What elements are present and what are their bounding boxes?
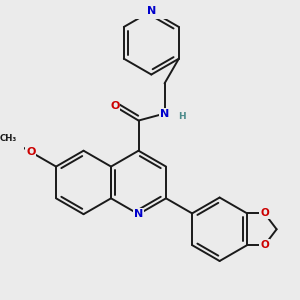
Text: O: O bbox=[110, 101, 119, 111]
Text: O: O bbox=[260, 240, 269, 250]
Text: H: H bbox=[178, 112, 186, 121]
Text: N: N bbox=[147, 6, 156, 16]
Text: CH₃: CH₃ bbox=[0, 134, 17, 143]
Text: O: O bbox=[260, 208, 269, 218]
Text: N: N bbox=[134, 209, 143, 219]
Text: N: N bbox=[160, 109, 169, 118]
Text: O: O bbox=[26, 147, 35, 157]
